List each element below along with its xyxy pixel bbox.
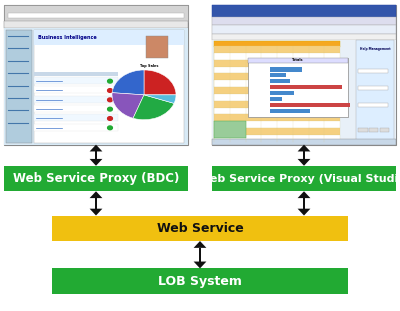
FancyBboxPatch shape [214,67,340,73]
FancyBboxPatch shape [214,87,340,94]
FancyBboxPatch shape [356,40,394,143]
FancyBboxPatch shape [34,77,118,84]
FancyBboxPatch shape [270,67,302,72]
Text: Web Service Proxy (Visual Studio): Web Service Proxy (Visual Studio) [198,174,400,183]
FancyBboxPatch shape [214,128,340,135]
Text: LOB System: LOB System [158,275,242,288]
FancyBboxPatch shape [214,73,340,80]
FancyBboxPatch shape [34,86,118,93]
Polygon shape [198,248,201,262]
Polygon shape [90,145,102,151]
FancyBboxPatch shape [214,101,340,108]
Polygon shape [298,159,310,166]
FancyBboxPatch shape [212,25,396,34]
FancyBboxPatch shape [212,40,396,145]
FancyBboxPatch shape [34,114,118,121]
Wedge shape [112,93,144,118]
FancyBboxPatch shape [214,121,246,138]
Circle shape [108,117,112,120]
FancyBboxPatch shape [214,121,340,128]
Circle shape [108,79,112,83]
FancyBboxPatch shape [369,128,378,132]
Polygon shape [303,151,306,159]
Text: Top Sales: Top Sales [140,64,158,68]
FancyBboxPatch shape [34,124,118,131]
FancyBboxPatch shape [212,34,396,40]
FancyBboxPatch shape [52,216,348,241]
Text: Business Intelligence: Business Intelligence [38,35,97,40]
FancyBboxPatch shape [270,97,282,101]
FancyBboxPatch shape [380,128,389,132]
FancyBboxPatch shape [8,13,184,18]
Wedge shape [144,95,176,103]
FancyBboxPatch shape [34,105,118,112]
FancyBboxPatch shape [6,30,32,143]
Polygon shape [298,209,310,216]
FancyBboxPatch shape [34,30,184,45]
FancyBboxPatch shape [4,5,188,145]
Wedge shape [112,70,144,95]
FancyBboxPatch shape [358,86,388,90]
FancyBboxPatch shape [212,5,396,145]
FancyBboxPatch shape [214,41,340,47]
FancyBboxPatch shape [34,30,184,143]
FancyBboxPatch shape [214,108,340,114]
Polygon shape [90,191,102,198]
Polygon shape [303,198,306,209]
FancyBboxPatch shape [34,96,118,103]
FancyBboxPatch shape [4,5,188,22]
FancyBboxPatch shape [248,58,348,117]
FancyBboxPatch shape [358,69,388,73]
FancyBboxPatch shape [270,91,294,95]
FancyBboxPatch shape [214,135,340,142]
FancyBboxPatch shape [214,114,340,121]
FancyBboxPatch shape [146,36,168,58]
Polygon shape [94,151,98,159]
Text: Help Management: Help Management [360,47,391,51]
FancyBboxPatch shape [270,109,310,113]
FancyBboxPatch shape [270,85,342,89]
FancyBboxPatch shape [212,139,396,145]
Circle shape [108,126,112,130]
FancyBboxPatch shape [4,21,188,28]
FancyBboxPatch shape [270,79,290,83]
Circle shape [108,107,112,111]
Polygon shape [298,191,310,198]
FancyBboxPatch shape [270,103,350,107]
FancyBboxPatch shape [4,166,188,191]
FancyBboxPatch shape [34,72,118,76]
Polygon shape [90,209,102,216]
Polygon shape [194,241,206,248]
Text: Totals: Totals [292,58,304,62]
Text: Web Service: Web Service [157,222,243,235]
Polygon shape [298,145,310,151]
Polygon shape [90,159,102,166]
Circle shape [108,89,112,92]
FancyBboxPatch shape [212,166,396,191]
FancyBboxPatch shape [358,128,368,132]
Polygon shape [194,262,206,268]
Polygon shape [94,198,98,209]
FancyBboxPatch shape [214,80,340,87]
FancyBboxPatch shape [214,94,340,101]
Wedge shape [144,70,176,95]
Text: Web Service Proxy (BDC): Web Service Proxy (BDC) [13,172,179,185]
FancyBboxPatch shape [358,103,388,107]
FancyBboxPatch shape [270,73,286,77]
FancyBboxPatch shape [4,28,188,145]
FancyBboxPatch shape [212,17,396,25]
FancyBboxPatch shape [214,46,340,53]
FancyBboxPatch shape [248,58,348,63]
FancyBboxPatch shape [214,60,340,67]
FancyBboxPatch shape [212,5,396,17]
Wedge shape [133,95,174,120]
Circle shape [108,98,112,102]
FancyBboxPatch shape [52,268,348,294]
FancyBboxPatch shape [214,53,340,60]
